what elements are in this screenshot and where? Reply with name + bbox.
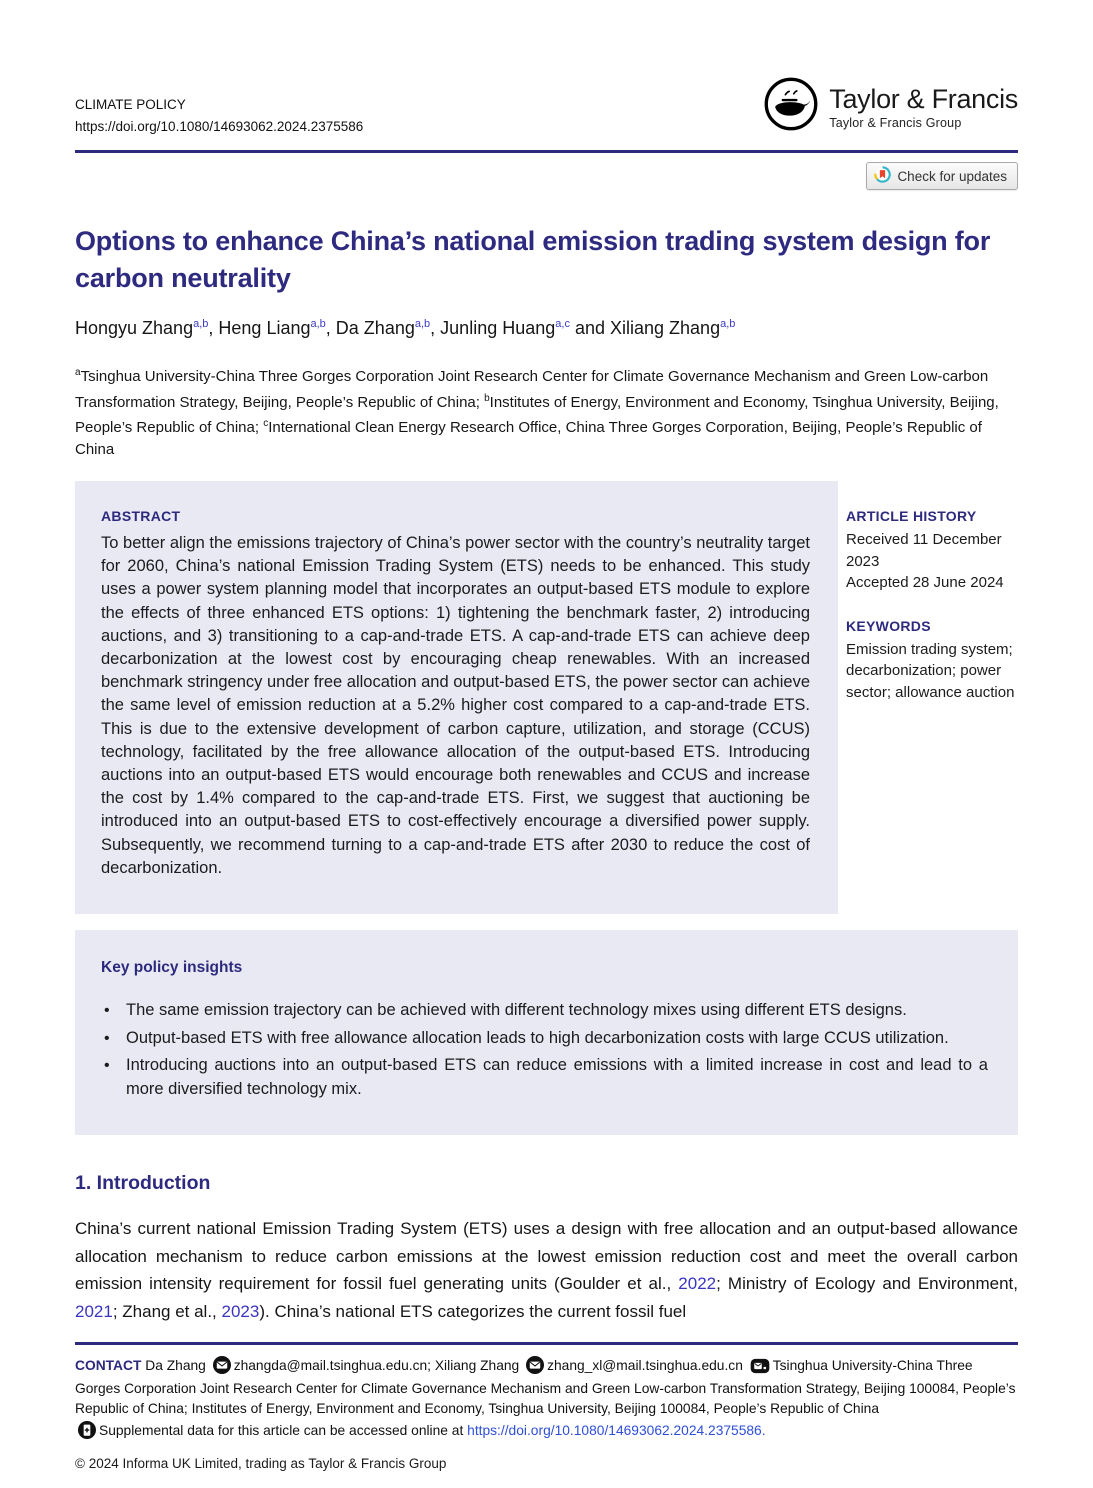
supplemental-data-icon bbox=[78, 1421, 96, 1445]
email-icon bbox=[212, 1355, 231, 1380]
author: Xiliang Zhanga,b bbox=[610, 318, 736, 338]
footer-divider bbox=[75, 1342, 1018, 1345]
page-header: CLIMATE POLICY https://doi.org/10.1080/1… bbox=[75, 0, 1018, 138]
doi-text: https://doi.org/10.1080/14693062.2024.23… bbox=[75, 119, 364, 134]
publisher-logo: Taylor & Francis Taylor & Francis Group bbox=[763, 76, 1018, 137]
abstract-heading: ABSTRACT bbox=[101, 508, 181, 524]
article-history-heading: ARTICLE HISTORY bbox=[846, 508, 977, 524]
author-affiliation-sup: a,b bbox=[414, 318, 431, 330]
publisher-name: Taylor & Francis bbox=[829, 83, 1018, 114]
header-divider bbox=[75, 150, 1018, 153]
publisher-logo-text: Taylor & Francis Taylor & Francis Group bbox=[829, 84, 1018, 130]
key-policy-insights-list: The same emission trajectory can be achi… bbox=[101, 999, 988, 1101]
supplemental-doi-link[interactable]: https://doi.org/10.1080/14693062.2024.23… bbox=[467, 1423, 766, 1439]
introduction-paragraph: China’s current national Emission Tradin… bbox=[75, 1219, 1018, 1321]
contact-email-2[interactable]: zhang_xl@mail.tsinghua.edu.cn bbox=[547, 1357, 747, 1373]
author: Junling Huanga,c and bbox=[440, 318, 610, 338]
keywords-heading: KEYWORDS bbox=[846, 617, 931, 634]
insight-item: Introducing auctions into an output-base… bbox=[101, 1054, 988, 1101]
publisher-group: Taylor & Francis Group bbox=[829, 115, 962, 130]
received-date: Received 11 December 2023 bbox=[846, 531, 1002, 570]
taylor-francis-lamp-icon bbox=[763, 76, 819, 137]
accepted-date: Accepted 28 June 2024 bbox=[846, 574, 1004, 591]
contact-email-1[interactable]: zhangda@mail.tsinghua.edu.cn; bbox=[233, 1357, 435, 1373]
article-title: Options to enhance China’s national emis… bbox=[75, 226, 991, 293]
abstract-box: ABSTRACT To better align the emissions t… bbox=[75, 481, 838, 915]
author-affiliation-sup: a,c bbox=[555, 318, 570, 330]
abstract-text: To better align the emissions trajectory… bbox=[101, 534, 810, 877]
insight-item: Output-based ETS with free allowance all… bbox=[101, 1027, 988, 1051]
author-affiliation-sup: a,b bbox=[193, 318, 209, 330]
affiliation-sup: c bbox=[263, 418, 269, 429]
insight-item: The same emission trajectory can be achi… bbox=[101, 999, 988, 1023]
contact-name-2: Xiliang Zhang bbox=[434, 1357, 524, 1373]
contact-name-1: Da Zhang bbox=[141, 1357, 210, 1373]
crossmark-icon bbox=[874, 166, 892, 186]
copyright-line: © 2024 Informa UK Limited, trading as Ta… bbox=[75, 1455, 447, 1471]
author: Heng Lianga,b, bbox=[218, 318, 336, 338]
citation-link[interactable]: 2023 bbox=[221, 1301, 260, 1321]
check-for-updates-label: Check for updates bbox=[897, 168, 1007, 184]
key-policy-insights-heading: Key policy insights bbox=[101, 959, 243, 977]
journal-name: CLIMATE POLICY bbox=[75, 97, 186, 112]
email-icon bbox=[526, 1355, 545, 1380]
author-affiliation-sup: a,b bbox=[310, 318, 326, 330]
keywords-text: Emission trading system; decarbonization… bbox=[846, 640, 1015, 701]
contact-block: CONTACT Da Zhang zhangda@mail.tsinghua.e… bbox=[75, 1355, 1018, 1474]
article-history: ARTICLE HISTORY Received 11 December 202… bbox=[846, 508, 1018, 594]
address-icon bbox=[750, 1358, 770, 1380]
key-policy-insights-box: Key policy insights The same emission tr… bbox=[75, 930, 1018, 1136]
article-sidebar: ARTICLE HISTORY Received 11 December 202… bbox=[846, 481, 1018, 914]
author: Hongyu Zhanga,b, bbox=[75, 318, 219, 338]
supplemental-text: Supplemental data for this article can b… bbox=[99, 1423, 468, 1439]
citation-link[interactable]: 2021 bbox=[75, 1301, 113, 1321]
contact-address: Tsinghua University-China Three Gorges C… bbox=[75, 1357, 1016, 1416]
supplemental-line: Supplemental data for this article can b… bbox=[75, 1421, 1018, 1445]
introduction-heading: 1. Introduction bbox=[75, 1172, 211, 1195]
author: Da Zhanga,b, bbox=[335, 318, 441, 338]
journal-info: CLIMATE POLICY https://doi.org/10.1080/1… bbox=[75, 88, 363, 138]
affiliations: aTsinghua University-China Three Gorges … bbox=[75, 367, 999, 458]
authors-line: Hongyu Zhanga,b, Heng Lianga,b, Da Zhang… bbox=[75, 318, 1018, 339]
author-affiliation-sup: a,b bbox=[720, 318, 736, 330]
keywords-block: KEYWORDS Emission trading system; decarb… bbox=[846, 618, 1018, 704]
citation-link[interactable]: 2022 bbox=[678, 1274, 717, 1294]
contact-label: CONTACT bbox=[75, 1357, 142, 1373]
check-for-updates-button[interactable]: Check for updates bbox=[866, 162, 1018, 190]
affiliation-sup: b bbox=[484, 392, 490, 404]
affiliation-sup: a bbox=[75, 367, 81, 378]
